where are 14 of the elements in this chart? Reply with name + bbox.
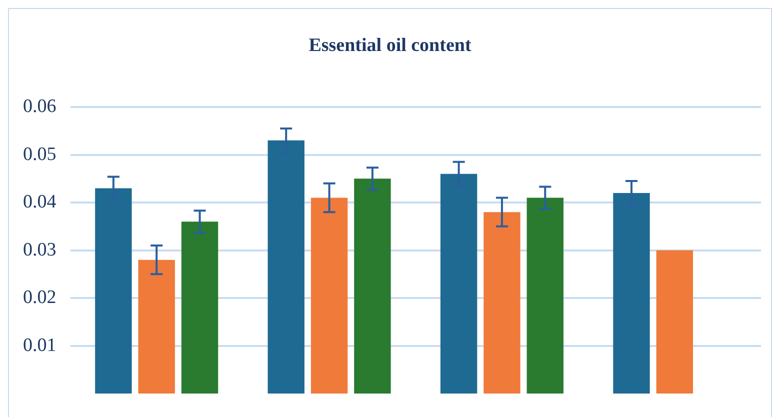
- bar: [484, 212, 520, 394]
- bar: [656, 250, 694, 394]
- y-tick-label: 0.04: [23, 192, 57, 213]
- bar: [526, 198, 564, 394]
- bar: [310, 198, 348, 394]
- chart-title: Essential oil content: [308, 35, 472, 57]
- bar: [181, 222, 218, 394]
- y-tick-label: 0.06: [23, 96, 56, 117]
- y-tick-label: 0.05: [23, 144, 56, 165]
- bar: [138, 260, 175, 394]
- y-tick-label: 0.03: [23, 239, 56, 260]
- y-tick-label: 0.01: [23, 334, 56, 356]
- bar: [354, 178, 391, 394]
- y-tick-label: 0.02: [23, 287, 56, 308]
